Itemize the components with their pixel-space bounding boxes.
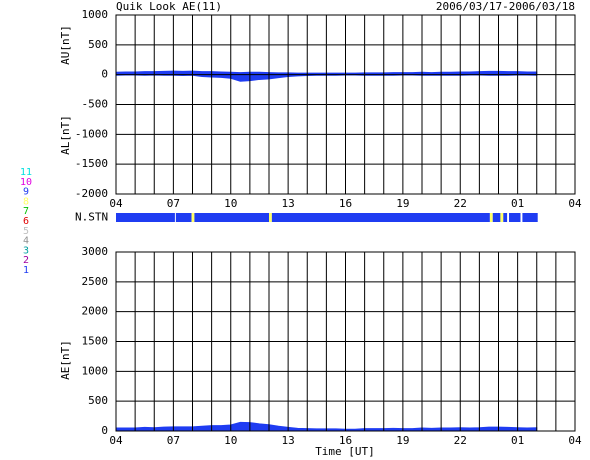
plot-frame [115, 251, 576, 432]
y-axis-title: AL[nT] [59, 115, 72, 155]
y-tick-label: -500 [82, 98, 109, 111]
x-tick-label: 19 [396, 197, 409, 210]
station-segment [175, 213, 192, 222]
y-tick-label: -2000 [75, 187, 108, 200]
plot-frame [115, 14, 576, 195]
date-range: 2006/03/17-2006/03/18 [436, 0, 575, 13]
station-segment [269, 213, 272, 222]
x-tick-label: 01 [511, 197, 524, 210]
y-tick-label: 500 [88, 394, 108, 407]
station-label: N.STN [75, 211, 108, 224]
y-tick-label: 1000 [82, 364, 109, 377]
station-legend-label: 11 [20, 167, 32, 178]
y-axis-title: AE[nT] [59, 340, 72, 380]
data-area [115, 70, 538, 76]
x-tick-label: 13 [282, 434, 295, 447]
x-tick-label: 22 [454, 434, 467, 447]
x-tick-label: 10 [224, 434, 237, 447]
x-tick-label: 07 [167, 197, 180, 210]
y-tick-label: 0 [101, 68, 108, 81]
chart-title: Quik Look AE(11) [116, 0, 222, 13]
y-tick-label: 3000 [82, 245, 109, 258]
station-segment [194, 213, 269, 222]
x-axis-title: Time [UT] [315, 445, 375, 458]
x-tick-label: 01 [511, 434, 524, 447]
y-tick-label: -1500 [75, 157, 108, 170]
station-legend-label: 8 [23, 196, 29, 207]
x-tick-label: 19 [396, 434, 409, 447]
station-segment [500, 213, 504, 222]
station-legend-label: 7 [23, 206, 29, 217]
x-tick-label: 04 [568, 197, 582, 210]
x-tick-label: 04 [568, 434, 582, 447]
station-segment [271, 213, 490, 222]
station-legend-label: 1 [23, 265, 29, 276]
y-tick-label: 500 [88, 38, 108, 51]
station-segment [489, 213, 493, 222]
x-tick-label: 13 [282, 197, 295, 210]
x-tick-label: 10 [224, 197, 237, 210]
y-tick-label: -1000 [75, 127, 108, 140]
station-legend-label: 3 [23, 245, 29, 256]
data-area [115, 421, 538, 432]
y-axis-title: AU[nT] [59, 25, 72, 65]
station-segment [509, 213, 521, 222]
x-tick-label: 16 [339, 197, 352, 210]
x-tick-label: 07 [167, 434, 180, 447]
station-segment [522, 213, 538, 222]
station-legend-label: 10 [20, 177, 32, 188]
x-tick-label: 16 [339, 434, 352, 447]
station-legend-label: 9 [23, 187, 29, 198]
x-tick-label: 22 [454, 197, 467, 210]
station-segment [492, 213, 501, 222]
station-legend-label: 2 [23, 255, 29, 266]
station-legend-label: 5 [23, 226, 29, 237]
station-legend-label: 6 [23, 216, 29, 227]
y-tick-label: 0 [101, 424, 108, 437]
x-tick-label: 04 [109, 434, 123, 447]
y-tick-label: 1000 [82, 8, 109, 21]
station-segment [191, 213, 195, 222]
y-tick-label: 2000 [82, 305, 109, 318]
station-segment [503, 213, 508, 222]
station-legend-label: 4 [23, 236, 29, 247]
y-tick-label: 2500 [82, 275, 109, 288]
x-tick-label: 04 [109, 197, 123, 210]
y-tick-label: 1500 [82, 335, 109, 348]
station-segment [116, 213, 175, 222]
